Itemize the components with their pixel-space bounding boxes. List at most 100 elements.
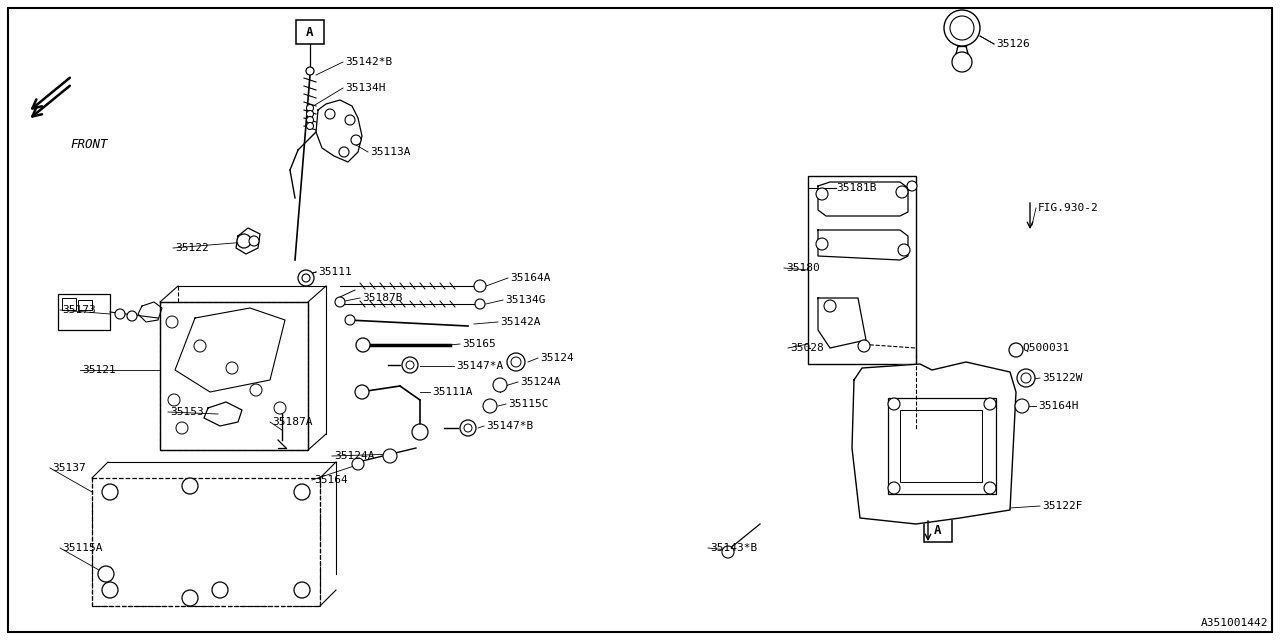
Ellipse shape bbox=[888, 482, 900, 494]
Ellipse shape bbox=[402, 357, 419, 373]
Text: 35122: 35122 bbox=[175, 243, 209, 253]
Ellipse shape bbox=[1009, 343, 1023, 357]
Ellipse shape bbox=[250, 236, 259, 246]
Ellipse shape bbox=[306, 104, 314, 111]
Ellipse shape bbox=[483, 399, 497, 413]
Polygon shape bbox=[818, 230, 908, 260]
Ellipse shape bbox=[306, 116, 314, 124]
Text: 35111: 35111 bbox=[317, 267, 352, 277]
Text: 35187A: 35187A bbox=[273, 417, 312, 427]
Text: 35137: 35137 bbox=[52, 463, 86, 473]
Ellipse shape bbox=[250, 384, 262, 396]
Text: 35124A: 35124A bbox=[334, 451, 375, 461]
Text: 35147*B: 35147*B bbox=[486, 421, 534, 431]
Bar bbox=[924, 518, 952, 542]
Ellipse shape bbox=[493, 378, 507, 392]
Text: 35121: 35121 bbox=[82, 365, 115, 375]
Ellipse shape bbox=[950, 16, 974, 40]
Text: 35111A: 35111A bbox=[433, 387, 472, 397]
Ellipse shape bbox=[99, 566, 114, 582]
Ellipse shape bbox=[302, 274, 310, 282]
Text: 35134H: 35134H bbox=[346, 83, 385, 93]
Bar bbox=[296, 20, 324, 44]
Bar bbox=[92, 478, 320, 606]
Polygon shape bbox=[316, 100, 362, 162]
Text: 35153: 35153 bbox=[170, 407, 204, 417]
Ellipse shape bbox=[412, 424, 428, 440]
Text: 35165: 35165 bbox=[462, 339, 495, 349]
Polygon shape bbox=[175, 308, 285, 392]
Ellipse shape bbox=[507, 353, 525, 371]
Bar bbox=[900, 410, 982, 482]
Text: 35134G: 35134G bbox=[506, 295, 545, 305]
Ellipse shape bbox=[824, 300, 836, 312]
Ellipse shape bbox=[182, 590, 198, 606]
Ellipse shape bbox=[984, 398, 996, 410]
Ellipse shape bbox=[127, 311, 137, 321]
Ellipse shape bbox=[346, 115, 355, 125]
Ellipse shape bbox=[899, 244, 910, 256]
Ellipse shape bbox=[1018, 369, 1036, 387]
Text: A: A bbox=[306, 26, 314, 38]
Bar bbox=[58, 294, 110, 330]
Ellipse shape bbox=[335, 297, 346, 307]
Ellipse shape bbox=[888, 398, 900, 410]
Ellipse shape bbox=[817, 188, 828, 200]
Ellipse shape bbox=[945, 10, 980, 46]
Ellipse shape bbox=[115, 309, 125, 319]
Ellipse shape bbox=[195, 340, 206, 352]
Ellipse shape bbox=[1015, 399, 1029, 413]
Polygon shape bbox=[852, 362, 1016, 524]
Ellipse shape bbox=[325, 109, 335, 119]
Text: 35164A: 35164A bbox=[509, 273, 550, 283]
Ellipse shape bbox=[351, 135, 361, 145]
Polygon shape bbox=[204, 402, 242, 426]
Text: 35187B: 35187B bbox=[362, 293, 402, 303]
Ellipse shape bbox=[177, 422, 188, 434]
Ellipse shape bbox=[352, 458, 364, 470]
Ellipse shape bbox=[274, 402, 285, 414]
Text: 35124: 35124 bbox=[540, 353, 573, 363]
Text: FIG.930-2: FIG.930-2 bbox=[1038, 203, 1098, 213]
Ellipse shape bbox=[339, 147, 349, 157]
Ellipse shape bbox=[102, 582, 118, 598]
Bar bbox=[808, 176, 916, 364]
Ellipse shape bbox=[306, 67, 314, 75]
Bar bbox=[888, 398, 996, 494]
Ellipse shape bbox=[356, 338, 370, 352]
Ellipse shape bbox=[383, 449, 397, 463]
Ellipse shape bbox=[346, 315, 355, 325]
Polygon shape bbox=[818, 182, 908, 216]
Polygon shape bbox=[818, 298, 867, 348]
Text: 35173: 35173 bbox=[61, 305, 96, 315]
Ellipse shape bbox=[952, 52, 972, 72]
Ellipse shape bbox=[355, 385, 369, 399]
Ellipse shape bbox=[306, 111, 314, 118]
Ellipse shape bbox=[294, 484, 310, 500]
Ellipse shape bbox=[237, 234, 251, 248]
Ellipse shape bbox=[465, 424, 472, 432]
Ellipse shape bbox=[511, 357, 521, 367]
Ellipse shape bbox=[475, 299, 485, 309]
Text: FRONT: FRONT bbox=[70, 138, 108, 151]
Ellipse shape bbox=[817, 238, 828, 250]
Text: A: A bbox=[934, 524, 942, 536]
Ellipse shape bbox=[212, 582, 228, 598]
Ellipse shape bbox=[858, 340, 870, 352]
Ellipse shape bbox=[406, 361, 413, 369]
Text: 35126: 35126 bbox=[996, 39, 1029, 49]
Bar bbox=[61, 298, 76, 310]
Bar bbox=[160, 302, 308, 450]
Text: 35028: 35028 bbox=[790, 343, 824, 353]
Ellipse shape bbox=[474, 280, 486, 292]
Ellipse shape bbox=[896, 186, 908, 198]
Text: Q500031: Q500031 bbox=[1021, 343, 1069, 353]
Bar bbox=[78, 300, 92, 310]
Text: 35147*A: 35147*A bbox=[456, 361, 503, 371]
Ellipse shape bbox=[984, 482, 996, 494]
Ellipse shape bbox=[227, 362, 238, 374]
Ellipse shape bbox=[166, 316, 178, 328]
Ellipse shape bbox=[294, 582, 310, 598]
Text: 35164H: 35164H bbox=[1038, 401, 1079, 411]
Text: 35143*B: 35143*B bbox=[710, 543, 758, 553]
